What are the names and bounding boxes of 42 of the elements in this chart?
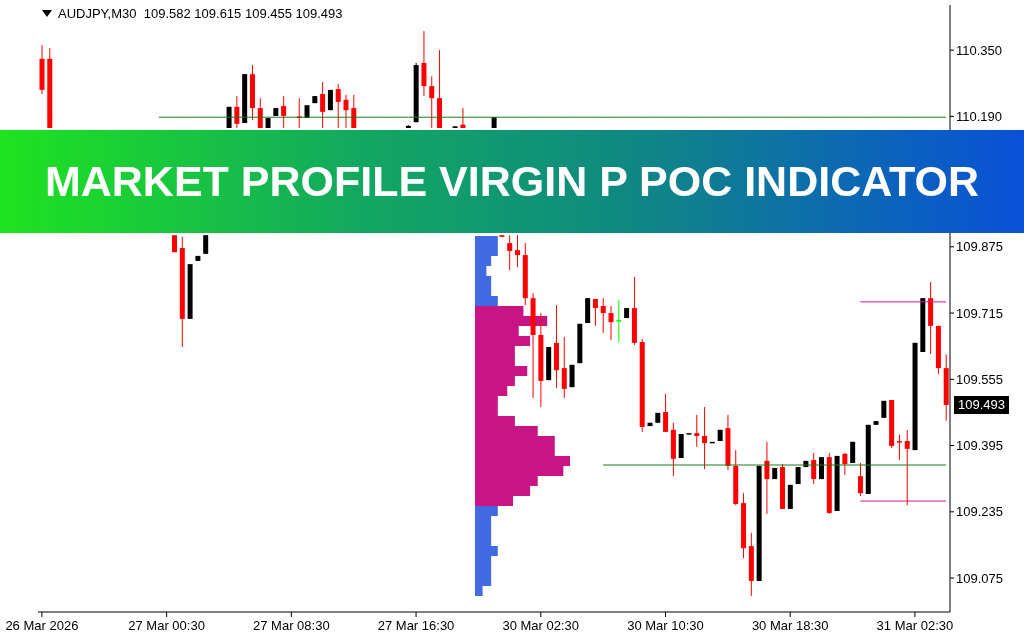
candlestick	[600, 297, 606, 334]
x-tick-label: 27 Mar 08:30	[253, 618, 330, 633]
y-tick-label: 109.875	[956, 239, 1003, 255]
candlestick	[616, 299, 622, 343]
candlestick	[335, 83, 341, 129]
y-tick-label: 109.715	[956, 305, 1003, 321]
x-tick-label: 30 Mar 18:30	[751, 618, 829, 633]
y-tick-label: 109.075	[956, 570, 1003, 586]
candlestick	[203, 234, 209, 255]
candlestick	[561, 336, 567, 399]
candlestick	[857, 462, 863, 497]
candlestick	[429, 75, 435, 129]
candlestick	[507, 234, 513, 271]
candlestick	[257, 97, 263, 129]
candlestick	[702, 406, 708, 470]
candlestick	[343, 94, 349, 129]
text: 109.493	[954, 396, 1009, 414]
x-tick-label: 30 Mar 02:30	[502, 618, 580, 633]
chart-subtitle: AUDJPY,M30 109.582 109.615 109.455 109.493	[58, 6, 343, 21]
candlestick	[514, 234, 520, 268]
y-tick-label: 110.190	[956, 108, 1003, 124]
x-tick-label: 31 Mar 02:30	[876, 618, 954, 633]
candlestick	[281, 95, 287, 129]
candlestick	[842, 452, 848, 476]
y-tick-label: 109.235	[956, 504, 1003, 520]
y-tick-label: 109.395	[956, 438, 1003, 454]
y-tick-label: 109.555	[956, 371, 1003, 387]
x-tick-label: 26 Mar 2026	[5, 618, 79, 633]
y-tick-label: 110.350	[956, 42, 1003, 58]
x-tick-label: 30 Mar 10:30	[627, 618, 704, 633]
candlestick	[351, 94, 357, 129]
candlestick	[592, 298, 598, 327]
x-tick-label: 27 Mar 00:30	[128, 618, 205, 633]
candlestick	[663, 393, 669, 433]
candlestick	[694, 414, 700, 448]
candlestick	[608, 305, 614, 341]
candlestick	[421, 30, 427, 97]
candlestick	[904, 429, 910, 506]
candlestick	[234, 95, 240, 129]
text: MARKET PROFILE VIRGIN P POC INDICATOR	[0, 130, 1024, 233]
candlestick	[320, 81, 326, 129]
x-tick-label: 27 Mar 16:30	[377, 618, 455, 633]
